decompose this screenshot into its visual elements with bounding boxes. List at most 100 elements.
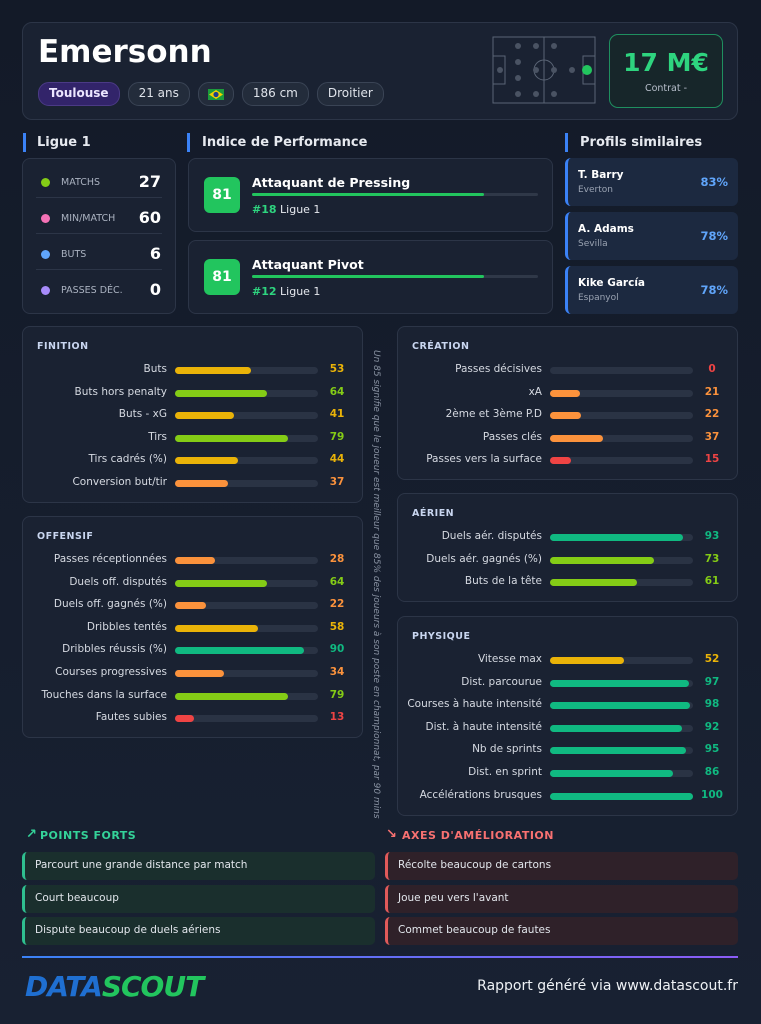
- similar-pct: 78%: [700, 229, 728, 243]
- stat-value: 27: [138, 172, 161, 191]
- metric-value: 79: [329, 688, 345, 701]
- stat-value: 60: [138, 208, 161, 227]
- strengths-item: [22, 884, 375, 913]
- metric-value: 28: [329, 553, 345, 565]
- similar-club: Espanyol: [578, 293, 619, 303]
- metric-bar: [175, 434, 288, 442]
- metric-value: 15: [704, 453, 720, 466]
- similar-name: Kike García: [578, 277, 646, 289]
- strengths-text: Dispute beaucoup de duels aériens: [35, 924, 221, 936]
- metric-bar: [175, 692, 288, 700]
- metric-value: 41: [329, 408, 345, 421]
- metric-label: Courses progressives: [55, 666, 167, 678]
- metric-value: 90: [329, 643, 345, 656]
- metric-value: 44: [329, 453, 345, 466]
- metric-value: 0: [708, 363, 716, 375]
- stat-icon: [41, 286, 50, 295]
- metric-value: 79: [329, 430, 345, 443]
- role-score: 81: [204, 259, 240, 295]
- strengths-item: [22, 852, 375, 880]
- accent-bar: [23, 133, 26, 152]
- metric-track: [175, 367, 318, 374]
- trend-down-icon: ↘: [386, 827, 397, 842]
- metric-value: 93: [704, 530, 720, 542]
- metric-label: Vitesse max: [477, 653, 542, 665]
- metric-bar: [175, 715, 194, 723]
- metric-track: [175, 692, 318, 700]
- similar-club: Sevilla: [578, 239, 608, 249]
- value-box: [609, 34, 723, 108]
- metric-track: [550, 556, 693, 564]
- metric-track: [550, 679, 693, 687]
- role-rank-line: #12 Ligue 1: [252, 285, 320, 298]
- role-bar: [252, 193, 484, 196]
- metric-bar: [550, 412, 582, 420]
- metric-value: 34: [329, 666, 345, 678]
- note: Un 85 signifie que le joueur est meilleu…: [371, 350, 381, 819]
- improvements-item: [385, 917, 738, 945]
- metric-value: 100: [701, 788, 723, 801]
- section-title: Ligue 1: [37, 135, 91, 150]
- metric-track: [175, 647, 318, 655]
- metric-track: [175, 434, 318, 442]
- stat-value: 6: [149, 244, 161, 263]
- metric-bar: [550, 389, 581, 397]
- metric-value: 98: [704, 698, 720, 711]
- metric-label: Passes décisives: [455, 363, 542, 375]
- role-bar: [252, 275, 484, 278]
- tag: Toulouse: [38, 82, 120, 106]
- similar-name: A. Adams: [578, 223, 634, 235]
- tag: 186 cm: [241, 82, 309, 106]
- market-value: 17 M€: [623, 48, 709, 77]
- metric-label: Buts de la tête: [464, 575, 542, 588]
- metric-label: Buts: [143, 363, 167, 375]
- metric-track: [550, 702, 693, 710]
- metric-track: [550, 534, 693, 541]
- metric-label: Passes clés: [482, 430, 542, 443]
- metric-bar: [550, 457, 572, 465]
- pitch-box: [492, 55, 506, 85]
- section-title: Profils similaires: [580, 135, 703, 150]
- trend-up-icon: ↗: [26, 827, 37, 842]
- metric-bar: [175, 457, 238, 465]
- metric-bar: [550, 770, 673, 777]
- role-rank-line: #18 Ligue 1: [252, 203, 320, 216]
- player-name: Emersonn: [38, 34, 212, 70]
- metric-label: Dist. à haute intensité: [425, 720, 542, 733]
- role-name: Attaquant de Pressing: [252, 175, 411, 190]
- stat-icon: [41, 178, 50, 187]
- metric-track: [175, 557, 318, 564]
- position-dot: [582, 65, 592, 75]
- stats-title: AÉRIEN: [412, 508, 455, 519]
- metric-bar: [175, 557, 216, 564]
- metric-track: [175, 389, 318, 397]
- metric-value: 61: [704, 575, 720, 588]
- tag: 21 ans: [127, 82, 190, 106]
- accent-bar: [187, 133, 190, 152]
- metric-bar: [550, 792, 693, 800]
- role-league: Ligue 1: [280, 203, 321, 216]
- metric-track: [550, 434, 693, 442]
- metric-value: 73: [704, 552, 720, 565]
- improvements-item: [385, 852, 738, 880]
- metric-bar: [550, 747, 686, 755]
- metric-value: 58: [329, 620, 345, 633]
- metric-label: Duels aér. disputés: [441, 530, 542, 542]
- metric-value: 52: [704, 653, 720, 665]
- metric-track: [175, 624, 318, 632]
- similar-name: T. Barry: [578, 169, 624, 181]
- contract: Contrat -: [644, 83, 688, 94]
- metric-value: 37: [329, 476, 345, 488]
- similar-card: [565, 212, 738, 260]
- metric-label: Buts - xG: [118, 408, 167, 421]
- metric-value: 13: [329, 711, 345, 724]
- stat-icon: [41, 214, 50, 223]
- metric-bar: [550, 702, 691, 710]
- metric-label: Duels aér. gagnés (%): [426, 552, 542, 565]
- metric-bar: [175, 647, 304, 655]
- similar-pct: 83%: [700, 175, 728, 189]
- metric-track: [550, 657, 693, 664]
- pitch-icon: [492, 36, 596, 104]
- footer-text: Rapport généré via www.datascout.fr: [477, 978, 738, 994]
